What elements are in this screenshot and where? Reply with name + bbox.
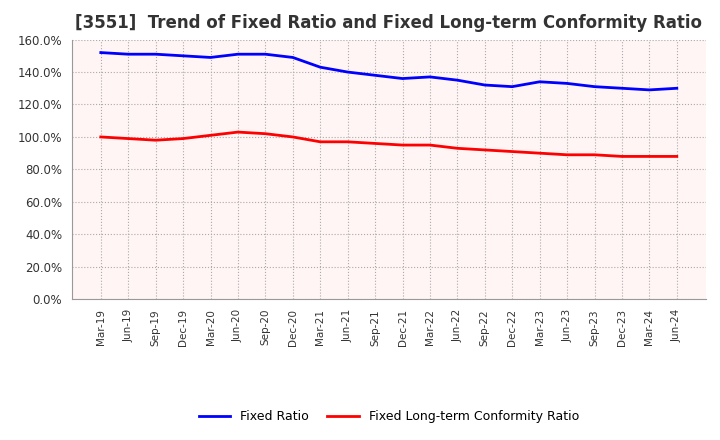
Fixed Ratio bbox=[316, 65, 325, 70]
Fixed Long-term Conformity Ratio bbox=[618, 154, 626, 159]
Fixed Long-term Conformity Ratio bbox=[96, 134, 105, 139]
Fixed Ratio bbox=[672, 86, 681, 91]
Title: [3551]  Trend of Fixed Ratio and Fixed Long-term Conformity Ratio: [3551] Trend of Fixed Ratio and Fixed Lo… bbox=[76, 15, 702, 33]
Legend: Fixed Ratio, Fixed Long-term Conformity Ratio: Fixed Ratio, Fixed Long-term Conformity … bbox=[194, 405, 584, 428]
Fixed Long-term Conformity Ratio bbox=[480, 147, 489, 153]
Fixed Long-term Conformity Ratio bbox=[289, 134, 297, 139]
Line: Fixed Ratio: Fixed Ratio bbox=[101, 52, 677, 90]
Fixed Long-term Conformity Ratio bbox=[206, 133, 215, 138]
Fixed Ratio bbox=[206, 55, 215, 60]
Fixed Ratio bbox=[508, 84, 516, 89]
Fixed Ratio bbox=[343, 70, 352, 75]
Fixed Ratio bbox=[371, 73, 379, 78]
Fixed Long-term Conformity Ratio bbox=[124, 136, 132, 141]
Fixed Long-term Conformity Ratio bbox=[261, 131, 270, 136]
Line: Fixed Long-term Conformity Ratio: Fixed Long-term Conformity Ratio bbox=[101, 132, 677, 156]
Fixed Ratio bbox=[536, 79, 544, 84]
Fixed Long-term Conformity Ratio bbox=[645, 154, 654, 159]
Fixed Long-term Conformity Ratio bbox=[398, 143, 407, 148]
Fixed Ratio bbox=[124, 51, 132, 57]
Fixed Ratio bbox=[179, 53, 187, 59]
Fixed Long-term Conformity Ratio bbox=[508, 149, 516, 154]
Fixed Long-term Conformity Ratio bbox=[453, 146, 462, 151]
Fixed Long-term Conformity Ratio bbox=[179, 136, 187, 141]
Fixed Ratio bbox=[233, 51, 242, 57]
Fixed Long-term Conformity Ratio bbox=[563, 152, 572, 158]
Fixed Ratio bbox=[426, 74, 434, 80]
Fixed Ratio bbox=[645, 87, 654, 92]
Fixed Ratio bbox=[590, 84, 599, 89]
Fixed Long-term Conformity Ratio bbox=[151, 138, 160, 143]
Fixed Long-term Conformity Ratio bbox=[426, 143, 434, 148]
Fixed Ratio bbox=[480, 82, 489, 88]
Fixed Ratio bbox=[289, 55, 297, 60]
Fixed Long-term Conformity Ratio bbox=[590, 152, 599, 158]
Fixed Ratio bbox=[261, 51, 270, 57]
Fixed Long-term Conformity Ratio bbox=[371, 141, 379, 146]
Fixed Ratio bbox=[618, 86, 626, 91]
Fixed Ratio bbox=[398, 76, 407, 81]
Fixed Long-term Conformity Ratio bbox=[672, 154, 681, 159]
Fixed Ratio bbox=[151, 51, 160, 57]
Fixed Long-term Conformity Ratio bbox=[233, 129, 242, 135]
Fixed Long-term Conformity Ratio bbox=[343, 139, 352, 144]
Fixed Ratio bbox=[453, 77, 462, 83]
Fixed Ratio bbox=[96, 50, 105, 55]
Fixed Long-term Conformity Ratio bbox=[316, 139, 325, 144]
Fixed Long-term Conformity Ratio bbox=[536, 150, 544, 156]
Fixed Ratio bbox=[563, 81, 572, 86]
